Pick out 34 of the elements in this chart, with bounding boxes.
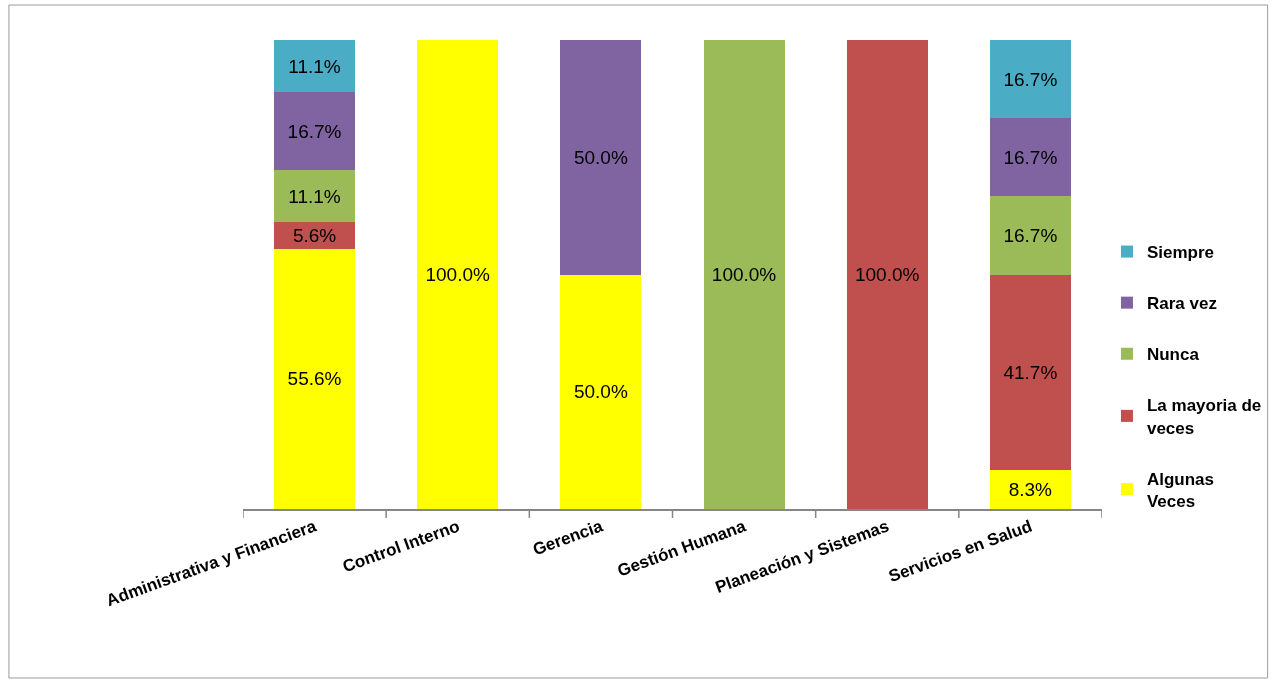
bar [274,248,356,509]
bar [989,118,1071,197]
bar [560,40,642,275]
bar [703,40,785,509]
data-label: 11.1% [288,55,341,77]
data-label: 100.0% [854,264,920,286]
legend-label: Nunca [1146,345,1200,365]
legend-label: Rara vez [1146,294,1217,314]
legend-label: Siempre [1146,243,1215,263]
data-label: 41.7% [1003,361,1058,383]
legend-label: La mayoria de veces [1146,396,1262,438]
data-label: 55.6% [287,368,342,390]
data-label: 16.7% [1003,146,1058,168]
bar [274,40,356,93]
bar [989,274,1071,471]
bar [989,196,1071,275]
data-label: 11.1% [288,185,341,207]
bar [274,170,356,223]
data-label: 100.0% [711,264,777,286]
legend-label: Algunas Veces [1146,469,1215,511]
bar [274,92,356,171]
data-label: 16.7% [287,120,342,142]
bar [417,40,499,509]
data-label: 16.7% [1003,225,1058,247]
bar [560,274,642,509]
data-label: 5.6% [292,224,337,246]
data-label: 8.3% [1008,479,1053,501]
bar [989,470,1071,509]
data-label: 50.0% [573,381,628,403]
data-label: 50.0% [573,147,628,169]
bar [846,40,928,509]
data-label: 16.7% [1003,68,1058,90]
data-label: 100.0% [425,264,491,286]
bar [989,40,1071,119]
